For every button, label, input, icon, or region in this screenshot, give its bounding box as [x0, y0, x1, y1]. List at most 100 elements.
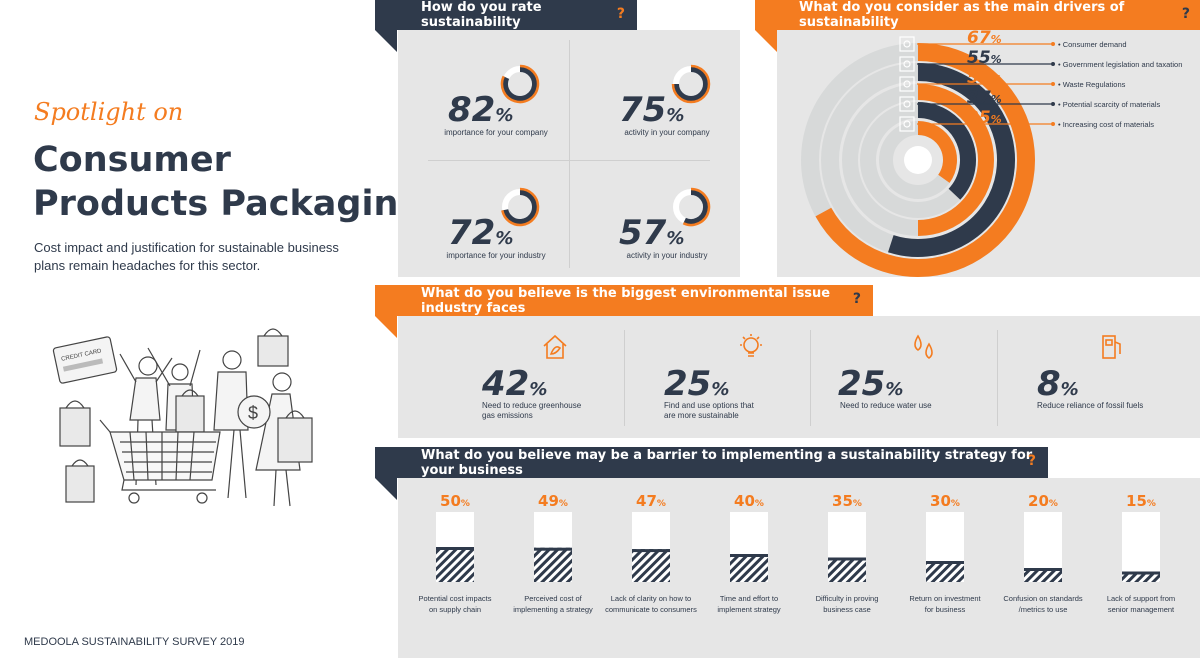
- barrier-value-number: 30: [930, 492, 951, 510]
- rate-value: 75%: [619, 90, 684, 130]
- water-drops-icon: [914, 334, 933, 359]
- rate-donut-accent: [500, 64, 540, 104]
- environment-item: 25% Need to reduce water use: [810, 316, 1010, 438]
- environment-value-pct: %: [529, 379, 548, 400]
- driver-value-pct: %: [991, 113, 1002, 126]
- driver-value-number: 50: [967, 68, 991, 88]
- environment-item: 25% Find and use options that are more sus…: [624, 316, 824, 438]
- document-icon: [899, 56, 915, 72]
- help-icon[interactable]: ?: [616, 6, 625, 22]
- barrier-category-label-line1: Confusion on standards: [1003, 594, 1082, 603]
- barrier-bar: [828, 557, 866, 582]
- barrier-category-label-line1: Perceived cost of: [524, 594, 582, 603]
- barrier-value-number: 35: [832, 492, 853, 510]
- barrier-category-label-line2: /metrics to use: [1019, 605, 1068, 614]
- credit-card-icon: CREDIT CARD: [52, 336, 118, 384]
- barrier-value-pct: %: [1147, 499, 1156, 509]
- environment-header-notch: [375, 316, 397, 338]
- environment-value-number: 42: [482, 364, 530, 404]
- shoppers-illustration: CREDIT CARD $: [52, 328, 313, 507]
- environment-value-number: 8: [1037, 364, 1061, 404]
- barrier-value-pct: %: [1049, 499, 1058, 509]
- recycle-icon: [899, 36, 915, 52]
- environment-item: 8% Reduce reliance of fossil fuels: [997, 316, 1197, 438]
- barrier-value-pct: %: [559, 499, 568, 509]
- driver-leader-dot: [1051, 82, 1055, 86]
- driver-value-number: 35: [967, 108, 991, 128]
- environment-label-line1: Need to reduce water use: [840, 401, 932, 410]
- barrier-value-number: 15: [1126, 492, 1147, 510]
- environment-divider: [624, 330, 625, 426]
- barrier-bar-cap: [926, 561, 964, 564]
- barrier-value-label: 49%: [538, 492, 568, 510]
- rate-value-number: 82: [448, 90, 496, 130]
- barrier-value-number: 50: [440, 492, 461, 510]
- barrier-bar-cap: [1024, 568, 1062, 571]
- driver-value-number: 55: [967, 48, 991, 68]
- barrier-category-label-line1: Time and effort to: [720, 594, 778, 603]
- environment-value: 42%: [482, 364, 547, 404]
- rate-header-title: How do you rate sustainability: [421, 0, 542, 30]
- barrier-value-pct: %: [951, 499, 960, 509]
- rate-value-pct: %: [495, 105, 514, 126]
- barrier-value-label: 35%: [832, 492, 862, 510]
- environment-label-line1: Need to reduce greenhouse: [482, 401, 582, 410]
- driver-value-number: 67: [967, 30, 991, 48]
- barrier-category-label-line2: business case: [823, 605, 871, 614]
- drivers-radial-chart: 67% • Consumer demand 55% • Government legi…: [801, 30, 1182, 277]
- page-subtitle-line1: Cost impact and justification for sustai…: [34, 240, 339, 255]
- lightbulb-icon: [740, 334, 762, 357]
- driver-value-pct: %: [991, 53, 1002, 66]
- barrier-value-pct: %: [657, 499, 666, 509]
- driver-label: • Government legislation and taxation: [1058, 60, 1182, 69]
- barrier-bar-track: [1122, 512, 1160, 582]
- driver-value: 55%: [967, 48, 1002, 68]
- barrier-category-label-line1: Potential cost impacts: [419, 594, 492, 603]
- greenhouse-icon: [543, 334, 567, 359]
- coins-icon: [899, 116, 915, 132]
- rate-item: 75% activity in your company: [569, 30, 740, 154]
- environment-label-line1: Find and use options that: [664, 401, 754, 410]
- help-icon[interactable]: ?: [852, 291, 861, 307]
- barrier-category-label-line1: Return on investment: [909, 594, 981, 603]
- rate-item: 82% importance for your company: [398, 30, 569, 154]
- rate-donut-fill: [683, 189, 709, 225]
- environment-label-line1: Reduce reliance of fossil fuels: [1037, 401, 1144, 410]
- fuel-pump-icon: [1102, 335, 1121, 359]
- rate-divider-v: [569, 40, 570, 268]
- barrier-bar: [632, 549, 670, 582]
- rate-value-number: 75: [619, 90, 667, 130]
- environment-value-pct: %: [885, 379, 904, 400]
- rate-item: 72% importance for your industry: [398, 153, 569, 277]
- barrier-bar-cap: [1122, 571, 1160, 575]
- driver-center: [904, 146, 932, 174]
- barrier-category-label-line2: communicate to consumers: [605, 605, 697, 614]
- help-icon[interactable]: ?: [1181, 6, 1190, 22]
- rate-value-pct: %: [666, 228, 685, 249]
- rate-donut-accent: [671, 64, 711, 104]
- environment-value: 25%: [664, 364, 729, 404]
- rate-value: 72%: [448, 213, 513, 253]
- barrier-value-pct: %: [755, 499, 764, 509]
- barrier-bar-cap: [730, 554, 768, 557]
- barrier-bar-cap: [632, 549, 670, 553]
- rate-label: importance for your company: [444, 128, 548, 137]
- help-icon[interactable]: ?: [1027, 453, 1036, 469]
- environment-header: What do you believe is the biggest envir…: [375, 285, 873, 316]
- barrier-bar-cap: [436, 547, 474, 550]
- barrier-bar: [436, 547, 474, 582]
- barrier-value-number: 40: [734, 492, 755, 510]
- page-title-line2: Products Packaging: [33, 184, 424, 224]
- rate-donut: [500, 64, 540, 104]
- driver-leader-dot: [1051, 62, 1055, 66]
- driver-ring-arc: [917, 84, 994, 236]
- barrier-category-label-line2: for business: [925, 605, 966, 614]
- page-subtitle-line2: plans remain headaches for this sector.: [34, 258, 261, 273]
- driver-value: 67%: [967, 30, 1002, 48]
- barrier-value-label: 30%: [930, 492, 960, 510]
- barrier-category-label-line2: on supply chain: [429, 605, 481, 614]
- barrier-value-label: 50%: [440, 492, 470, 510]
- barrier-value-label: 47%: [636, 492, 666, 510]
- rate-value-pct: %: [666, 105, 685, 126]
- rate-donut: [501, 187, 540, 227]
